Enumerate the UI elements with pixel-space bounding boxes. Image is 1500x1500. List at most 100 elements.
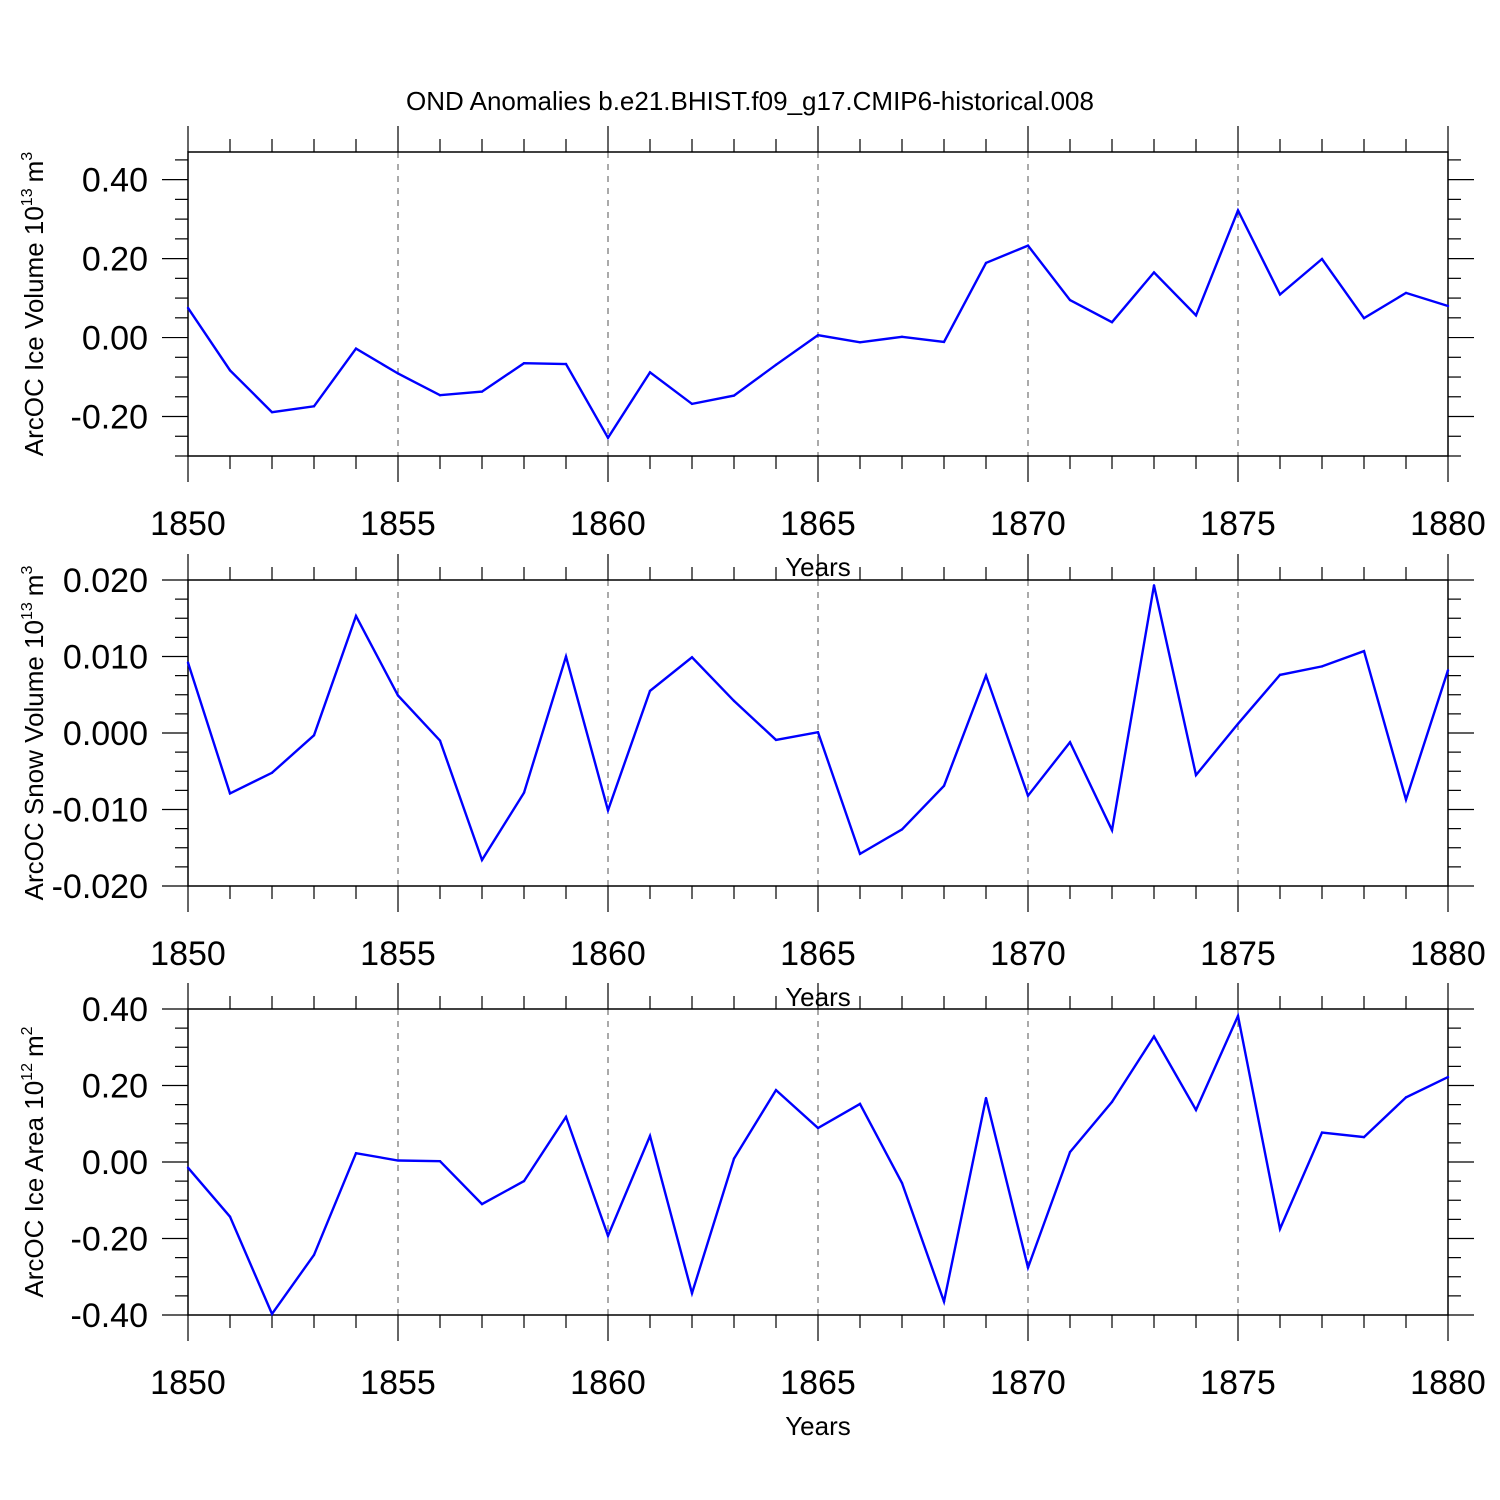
y-tick-label: 0.020 [63, 562, 148, 600]
data-point [690, 1291, 694, 1295]
data-point [564, 362, 568, 366]
data-point [438, 739, 442, 742]
data-point [1194, 773, 1198, 777]
y-tick-label: -0.020 [52, 868, 148, 906]
data-point [312, 734, 316, 737]
data-point [480, 858, 484, 862]
data-point [606, 1234, 610, 1238]
data-point [1026, 244, 1030, 247]
x-tick-label: 1860 [570, 935, 646, 973]
data-point [858, 852, 862, 856]
plot-frame [187, 1008, 1449, 1316]
x-tick-label: 1865 [780, 935, 856, 973]
data-point [816, 731, 820, 734]
data-point [648, 689, 652, 693]
data-point [1236, 722, 1240, 726]
data-point [1320, 665, 1324, 668]
y-tick-label: 0.20 [82, 241, 148, 279]
data-point [774, 738, 778, 742]
data-point [606, 809, 610, 812]
data-point [354, 347, 358, 350]
data-point [522, 362, 526, 365]
data-point [564, 1115, 568, 1119]
data-point [900, 335, 904, 338]
series-line [186, 585, 1450, 863]
x-tick-label: 1880 [1410, 935, 1486, 973]
data-point [942, 784, 946, 787]
data-point [438, 394, 442, 397]
data-point [228, 792, 232, 795]
data-point [564, 655, 568, 658]
data-point [1404, 291, 1408, 295]
data-point [1320, 1131, 1324, 1134]
data-point [1152, 271, 1156, 274]
panel-3: 1850 1855 1860 1865 1870 1875 1880 0.40 0.20 0.00… [19, 983, 1486, 1441]
x-tick-label: 1855 [360, 505, 436, 543]
x-tick-label: 1870 [990, 935, 1066, 973]
data-point [690, 656, 694, 659]
data-point [1068, 1150, 1072, 1154]
y-tick-label: 0.00 [82, 320, 148, 358]
data-point [606, 436, 610, 440]
data-point [732, 699, 736, 703]
data-point [396, 694, 400, 697]
data-point [942, 340, 946, 344]
data-point [942, 1300, 946, 1303]
data-point [270, 1312, 274, 1316]
y-axis-label: ArcOC Ice Area 1012m2 [19, 1026, 49, 1297]
data-point [1194, 314, 1198, 317]
x-axis-label: Years [785, 1411, 851, 1441]
data-point [1362, 317, 1366, 320]
data-point [1110, 320, 1114, 324]
data-point [1278, 673, 1282, 677]
x-tick-label: 1860 [570, 505, 646, 543]
data-point [270, 771, 274, 774]
data-point [858, 341, 862, 344]
data-point [984, 261, 988, 265]
data-point [774, 1088, 778, 1092]
x-tick-label: 1860 [570, 1364, 646, 1402]
data-point [732, 1157, 736, 1160]
data-point [648, 1134, 652, 1138]
x-tick-label: 1875 [1200, 935, 1276, 973]
x-tick-label: 1865 [780, 505, 856, 543]
data-point [732, 394, 736, 397]
x-tick-label: 1855 [360, 1364, 436, 1402]
x-tick-label: 1875 [1200, 1364, 1276, 1402]
data-point [522, 791, 526, 794]
data-point [774, 363, 778, 366]
data-point [354, 614, 358, 618]
x-tick-label: 1855 [360, 935, 436, 973]
data-point [648, 371, 652, 374]
data-point [312, 405, 316, 408]
y-tick-label: 0.010 [63, 639, 148, 677]
data-point [1404, 798, 1408, 801]
data-point [396, 372, 400, 375]
data-point [480, 390, 484, 393]
data-point [816, 1126, 820, 1130]
data-point [1236, 209, 1240, 212]
data-point [396, 1159, 400, 1162]
data-point [480, 1202, 484, 1206]
data-point [1362, 1135, 1366, 1139]
x-tick-label: 1875 [1200, 505, 1276, 543]
x-tick-label: 1880 [1410, 505, 1486, 543]
y-tick-label: 0.000 [63, 715, 148, 753]
data-point [1110, 1100, 1114, 1104]
panels: 1850 1855 1860 1865 1870 1875 1880 0.40 0.20 0.00… [19, 126, 1486, 1441]
data-point [1446, 669, 1450, 672]
y-tick-label: -0.20 [71, 1221, 149, 1259]
data-point [1446, 1075, 1450, 1079]
data-point [186, 1166, 190, 1169]
x-tick-label: 1880 [1410, 1364, 1486, 1402]
data-point [1110, 828, 1114, 832]
data-point [1446, 304, 1450, 308]
y-tick-label: 0.00 [82, 1144, 148, 1182]
data-point [522, 1179, 526, 1183]
plot-frame [187, 151, 1449, 457]
data-point [1068, 298, 1072, 302]
data-point [900, 828, 904, 831]
x-tick-label: 1865 [780, 1364, 856, 1402]
y-tick-label: 0.40 [82, 162, 148, 200]
